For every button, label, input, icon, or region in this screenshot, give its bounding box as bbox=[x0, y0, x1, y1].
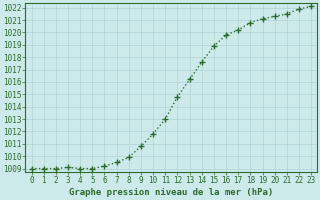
X-axis label: Graphe pression niveau de la mer (hPa): Graphe pression niveau de la mer (hPa) bbox=[69, 188, 274, 197]
